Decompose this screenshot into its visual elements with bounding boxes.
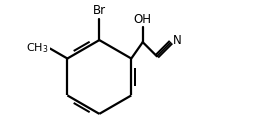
Text: CH$_3$: CH$_3$ xyxy=(26,41,49,55)
Text: Br: Br xyxy=(93,4,106,17)
Text: N: N xyxy=(172,34,181,47)
Text: OH: OH xyxy=(134,13,152,26)
